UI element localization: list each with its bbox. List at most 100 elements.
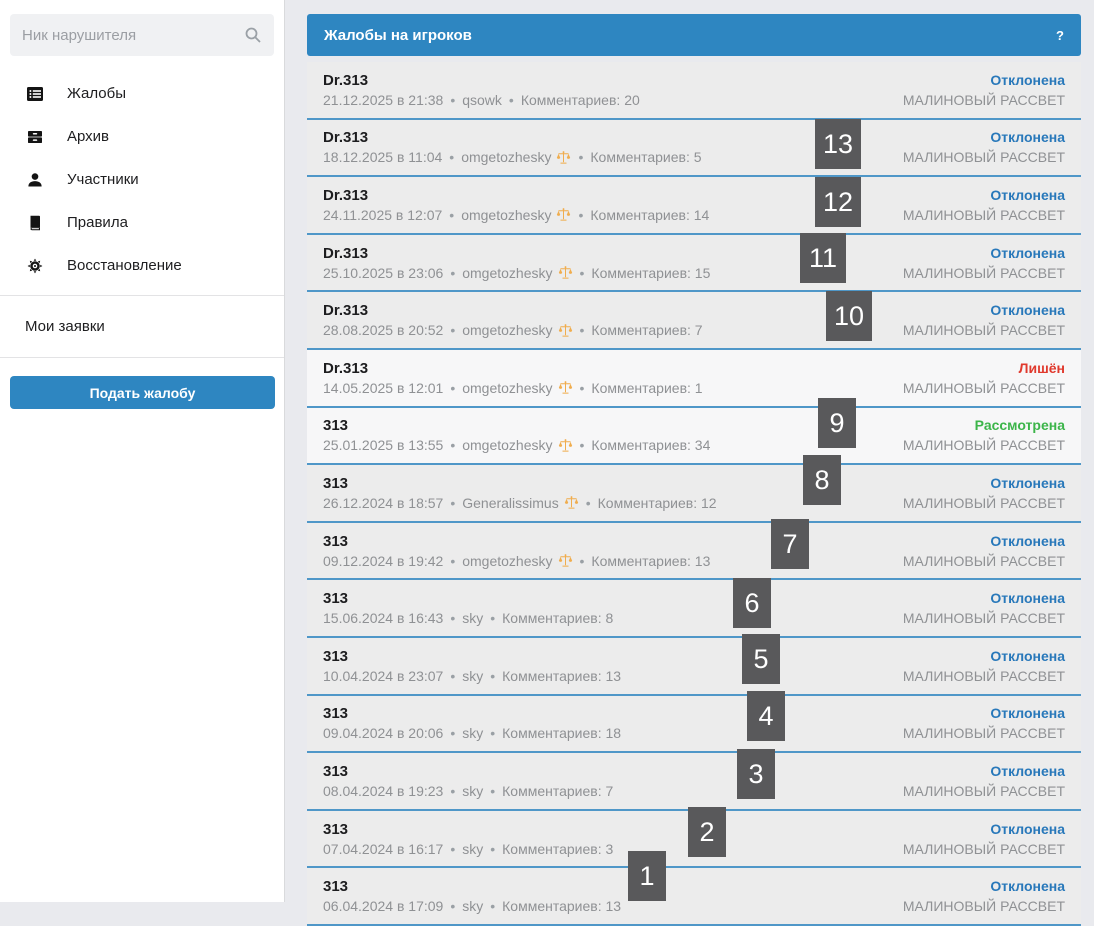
status-badge: Рассмотрена bbox=[974, 417, 1065, 434]
complaint-row[interactable]: Dr.313 24.11.2025 в 12:07 • omgetozhesky • Ко… bbox=[307, 177, 1081, 235]
comments-count: Комментариев: 13 bbox=[502, 667, 622, 684]
complaint-info: Dr.313 21.12.2025 в 21:38 • qsowk • Комментар… bbox=[323, 72, 640, 108]
annotation-badge: 2 bbox=[688, 807, 726, 857]
annotation-badge: 13 bbox=[815, 119, 861, 169]
complaint-result: Отклонена МАЛИНОВЫЙ РАССВЕТ bbox=[903, 821, 1065, 857]
complaint-row[interactable]: 313 26.12.2024 в 18:57 • Generalissimus • Ком… bbox=[307, 465, 1081, 523]
complaint-author: sky bbox=[462, 898, 484, 915]
comments-count: Комментариев: 7 bbox=[502, 782, 614, 799]
complaint-meta: 15.06.2024 в 16:43 • sky • Комментариев: 8 bbox=[323, 610, 613, 626]
complaint-result: Отклонена МАЛИНОВЫЙ РАССВЕТ bbox=[903, 763, 1065, 799]
bullet-separator: • bbox=[578, 149, 584, 166]
complaint-info: 313 06.04.2024 в 17:09 • sky • Комментариев: … bbox=[323, 878, 621, 914]
team-name: МАЛИНОВЫЙ РАССВЕТ bbox=[902, 91, 1065, 108]
bullet-separator: • bbox=[449, 206, 455, 223]
sidebar-item-rules[interactable]: Правила bbox=[0, 201, 284, 244]
status-badge: Отклонена bbox=[990, 820, 1065, 837]
status-badge: Отклонена bbox=[990, 878, 1065, 895]
comments-count: Комментариев: 34 bbox=[591, 437, 711, 454]
complaint-result: Рассмотрена МАЛИНОВЫЙ РАССВЕТ bbox=[903, 417, 1065, 453]
bullet-separator: • bbox=[450, 552, 456, 569]
status-badge: Отклонена bbox=[990, 705, 1065, 722]
complaint-meta: 09.12.2024 в 19:42 • omgetozhesky • Коммента… bbox=[323, 553, 710, 569]
bullet-separator: • bbox=[490, 782, 496, 799]
moderator-scale-icon bbox=[564, 495, 579, 510]
bullet-separator: • bbox=[578, 206, 584, 223]
complaint-author: sky bbox=[462, 840, 484, 857]
annotation-badge: 7 bbox=[771, 519, 809, 569]
complaint-row[interactable]: 313 08.04.2024 в 19:23 • sky • Комментариев: … bbox=[307, 753, 1081, 811]
bullet-separator: • bbox=[579, 552, 585, 569]
moderator-scale-icon bbox=[558, 265, 573, 280]
complaint-result: Отклонена МАЛИНОВЫЙ РАССВЕТ bbox=[903, 187, 1065, 223]
team-name: МАЛИНОВЫЙ РАССВЕТ bbox=[902, 610, 1065, 627]
bullet-separator: • bbox=[450, 379, 456, 396]
comments-count: Комментариев: 8 bbox=[502, 610, 614, 627]
complaint-author: omgetozhesky bbox=[461, 149, 552, 166]
offender-nickname: Dr.313 bbox=[323, 302, 369, 320]
offender-nickname: Dr.313 bbox=[323, 129, 369, 147]
sidebar-item-my-requests[interactable]: Мои заявки bbox=[25, 318, 105, 335]
status-badge: Отклонена bbox=[990, 762, 1065, 779]
help-icon[interactable]: ? bbox=[1056, 27, 1064, 43]
complaint-row[interactable]: Dr.313 14.05.2025 в 12:01 • omgetozhesky • Ко… bbox=[307, 349, 1081, 408]
sidebar-nav: Жалобы Архив Участники Правила Восстановлени… bbox=[0, 72, 284, 287]
offender-nickname: 313 bbox=[323, 590, 349, 608]
bullet-separator: • bbox=[450, 667, 456, 684]
complaint-row[interactable]: Dr.313 25.10.2025 в 23:06 • omgetozhesky • Ко… bbox=[307, 234, 1081, 293]
sidebar-item-label: Правила bbox=[67, 214, 128, 231]
complaint-result: Отклонена МАЛИНОВЫЙ РАССВЕТ bbox=[903, 878, 1065, 914]
team-name: МАЛИНОВЫЙ РАССВЕТ bbox=[902, 437, 1065, 454]
team-name: МАЛИНОВЫЙ РАССВЕТ bbox=[902, 149, 1065, 166]
complaint-row[interactable]: Dr.313 28.08.2025 в 20:52 • omgetozhesky • Ко… bbox=[307, 292, 1081, 350]
team-name: МАЛИНОВЫЙ РАССВЕТ bbox=[902, 379, 1065, 396]
comments-count: Комментариев: 20 bbox=[520, 91, 640, 108]
panel-header: Жалобы на игроков ? bbox=[307, 14, 1081, 56]
complaint-date: 28.08.2025 в 20:52 bbox=[323, 322, 444, 339]
sidebar-item-label: Жалобы bbox=[67, 85, 126, 102]
complaint-date: 09.04.2024 в 20:06 bbox=[323, 725, 444, 742]
offender-nickname: Dr.313 bbox=[323, 359, 369, 377]
sidebar-item-members[interactable]: Участники bbox=[0, 158, 284, 201]
sidebar-item-complaints[interactable]: Жалобы bbox=[0, 72, 284, 115]
complaint-row[interactable]: 313 09.12.2024 в 19:42 • omgetozhesky • Комме… bbox=[307, 522, 1081, 581]
complaint-row[interactable]: 313 10.04.2024 в 23:07 • sky • Комментариев: … bbox=[307, 637, 1081, 696]
complaint-date: 06.04.2024 в 17:09 bbox=[323, 898, 444, 915]
bullet-separator: • bbox=[508, 91, 514, 108]
annotation-badge: 11 bbox=[800, 233, 846, 283]
complaint-author: omgetozhesky bbox=[462, 264, 553, 281]
complaint-row[interactable]: 313 06.04.2024 в 17:09 • sky • Комментариев: … bbox=[307, 868, 1081, 926]
search-input[interactable] bbox=[22, 26, 244, 44]
complaint-row[interactable]: Dr.313 21.12.2025 в 21:38 • qsowk • Комментар… bbox=[307, 62, 1081, 120]
sidebar-item-recovery[interactable]: Восстановление bbox=[0, 244, 284, 287]
complaint-result: Отклонена МАЛИНОВЫЙ РАССВЕТ bbox=[903, 302, 1065, 338]
complaint-row[interactable]: 313 25.01.2025 в 13:55 • omgetozhesky • Комме… bbox=[307, 407, 1081, 466]
panel-title: Жалобы на игроков bbox=[324, 26, 472, 44]
sidebar-item-archive[interactable]: Архив bbox=[0, 115, 284, 158]
complaint-info: Dr.313 18.12.2025 в 11:04 • omgetozhesky • Ко… bbox=[323, 129, 702, 165]
complaint-meta: 25.01.2025 в 13:55 • omgetozhesky • Коммента… bbox=[323, 437, 710, 453]
status-badge: Отклонена bbox=[990, 244, 1065, 261]
status-badge: Отклонена bbox=[990, 302, 1065, 319]
complaint-date: 21.12.2025 в 21:38 bbox=[323, 91, 444, 108]
team-name: МАЛИНОВЫЙ РАССВЕТ bbox=[902, 898, 1065, 915]
complaint-row[interactable]: 313 09.04.2024 в 20:06 • sky • Комментариев: … bbox=[307, 695, 1081, 754]
comments-count: Комментариев: 13 bbox=[591, 552, 711, 569]
complaint-date: 07.04.2024 в 16:17 bbox=[323, 840, 444, 857]
offender-nickname: 313 bbox=[323, 417, 349, 435]
sidebar-divider bbox=[0, 295, 284, 296]
complaint-row[interactable]: 313 15.06.2024 в 16:43 • sky • Комментариев: … bbox=[307, 580, 1081, 638]
book-icon bbox=[25, 214, 45, 232]
submit-complaint-button[interactable]: Подать жалобу bbox=[10, 376, 275, 409]
complaint-date: 24.11.2025 в 12:07 bbox=[323, 206, 443, 223]
moderator-scale-icon bbox=[558, 380, 573, 395]
complaint-row[interactable]: Dr.313 18.12.2025 в 11:04 • omgetozhesky • Ко… bbox=[307, 119, 1081, 178]
complaint-result: Отклонена МАЛИНОВЫЙ РАССВЕТ bbox=[903, 475, 1065, 511]
complaint-author: sky bbox=[462, 782, 484, 799]
offender-nickname: Dr.313 bbox=[323, 186, 369, 204]
bullet-separator: • bbox=[450, 610, 456, 627]
team-name: МАЛИНОВЫЙ РАССВЕТ bbox=[902, 667, 1065, 684]
annotation-badge: 4 bbox=[747, 691, 785, 741]
complaint-author: sky bbox=[462, 667, 484, 684]
offender-nickname: 313 bbox=[323, 474, 349, 492]
